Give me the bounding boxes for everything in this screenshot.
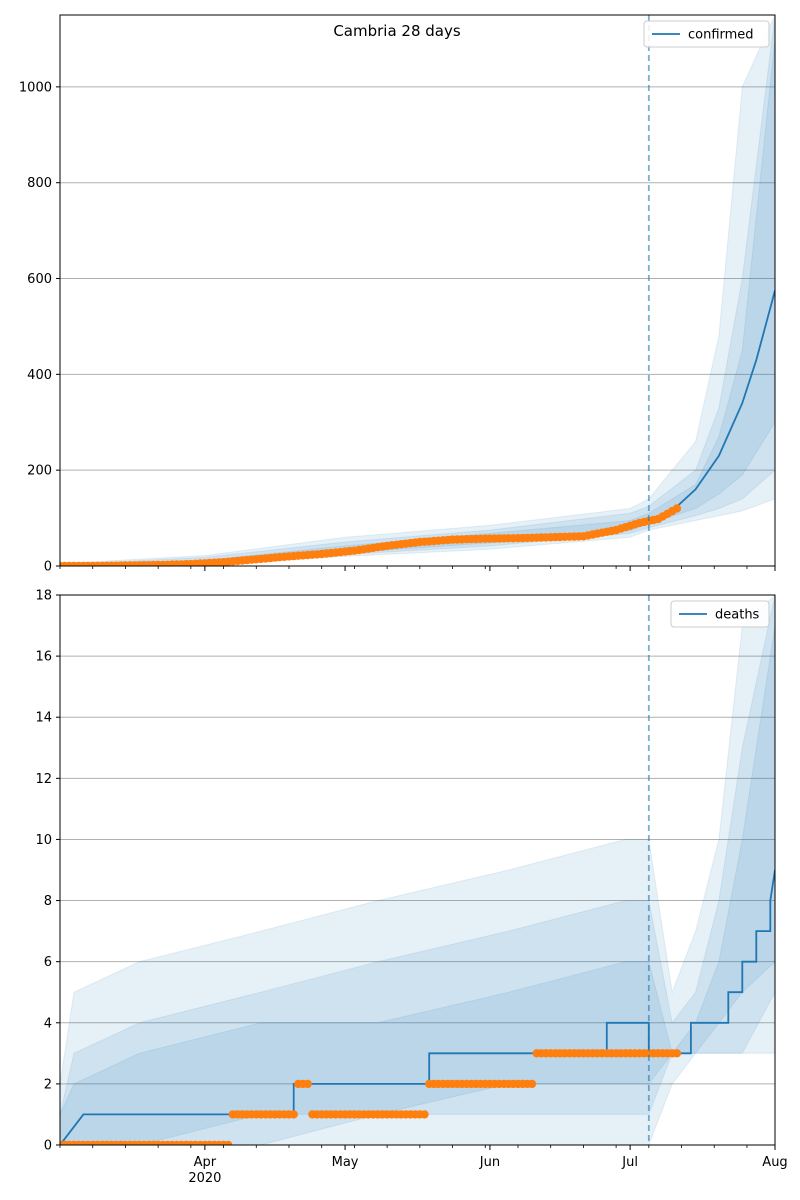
y-tick-label: 18 — [35, 589, 52, 604]
observed-point — [672, 1049, 682, 1058]
x-tick-label: Aug — [762, 1155, 787, 1170]
x-tick-year: 2020 — [188, 1171, 221, 1186]
legend-box — [643, 20, 770, 48]
y-tick-label: 400 — [27, 368, 52, 383]
uncertainty-band — [60, 15, 775, 566]
legend-box — [670, 600, 770, 628]
observed-point — [672, 504, 682, 513]
y-tick-label: 12 — [35, 772, 52, 787]
x-tick-label: Apr — [194, 1155, 217, 1170]
y-tick-label: 800 — [27, 176, 52, 191]
y-tick-label: 4 — [44, 1016, 52, 1031]
y-tick-label: 14 — [35, 711, 52, 726]
legend: confirmed — [643, 20, 770, 48]
confirmed-panel: 0 200 400 600 800 1000 confirmed — [19, 14, 776, 575]
x-tick-label: Jul — [621, 1155, 638, 1170]
y-tick-label: 0 — [44, 1139, 52, 1154]
legend-label: confirmed — [688, 28, 754, 43]
y-tick-label: 10 — [35, 833, 52, 848]
legend: deaths — [670, 600, 770, 628]
y-tick-label: 2 — [44, 1077, 52, 1092]
axes-frame — [59, 14, 776, 567]
y-tick-label: 200 — [27, 464, 52, 479]
uncertainty-band — [60, 15, 775, 566]
series-line-deaths — [60, 869, 775, 1145]
uncertainty-band — [60, 38, 775, 566]
observed-point — [289, 1110, 298, 1119]
y-tick-label: 1000 — [19, 80, 52, 95]
uncertainty-band — [60, 595, 775, 1145]
x-tick-label: Jun — [479, 1155, 500, 1170]
legend-label: deaths — [715, 608, 760, 623]
observed-point — [303, 1079, 312, 1089]
uncertainty-band — [60, 595, 775, 1145]
axes-frame — [59, 594, 776, 1146]
chart-title: Cambria 28 days — [333, 22, 461, 40]
observed-point — [527, 1079, 537, 1089]
y-tick-label: 0 — [44, 560, 52, 575]
y-tick-label: 8 — [44, 894, 52, 909]
x-tick-label: May — [332, 1155, 359, 1170]
observed-point — [224, 1140, 233, 1145]
y-tick-label: 16 — [35, 650, 52, 665]
uncertainty-band — [60, 625, 775, 1145]
plot-area — [60, 595, 775, 1145]
observed-point — [420, 1110, 429, 1119]
plot-area — [60, 15, 775, 566]
y-tick-label: 6 — [44, 955, 52, 970]
y-tick-label: 600 — [27, 272, 52, 287]
